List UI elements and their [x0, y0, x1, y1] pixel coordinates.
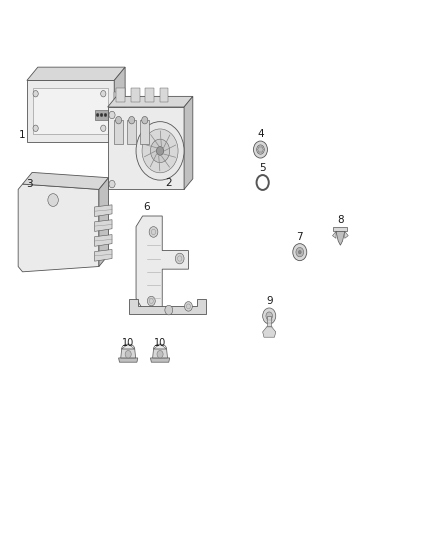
Circle shape: [257, 145, 264, 154]
Text: 10: 10: [122, 338, 134, 348]
Circle shape: [266, 312, 272, 320]
Bar: [114, 92, 122, 99]
Circle shape: [298, 251, 301, 254]
Bar: [159, 88, 168, 102]
Text: 10: 10: [154, 338, 166, 348]
Circle shape: [101, 91, 106, 97]
Circle shape: [136, 122, 184, 180]
Text: 6: 6: [144, 203, 150, 212]
Bar: [114, 114, 122, 120]
Circle shape: [125, 351, 131, 358]
Polygon shape: [332, 231, 336, 238]
Polygon shape: [27, 67, 125, 80]
Text: 5: 5: [259, 164, 266, 173]
Circle shape: [33, 125, 38, 132]
Circle shape: [296, 247, 304, 257]
Polygon shape: [122, 344, 135, 349]
Circle shape: [129, 116, 135, 124]
Polygon shape: [136, 216, 188, 309]
Circle shape: [116, 116, 122, 124]
Polygon shape: [22, 172, 109, 189]
Bar: [117, 88, 125, 102]
Bar: [95, 110, 110, 120]
Circle shape: [254, 141, 268, 158]
Bar: [33, 88, 108, 134]
Polygon shape: [108, 96, 193, 107]
Polygon shape: [95, 220, 112, 231]
Circle shape: [142, 116, 148, 124]
Circle shape: [156, 147, 164, 155]
Bar: [114, 103, 122, 110]
Text: 2: 2: [166, 178, 172, 188]
Bar: [145, 88, 154, 102]
Circle shape: [263, 308, 276, 324]
Polygon shape: [95, 249, 112, 261]
Polygon shape: [119, 358, 138, 362]
Bar: [131, 88, 140, 102]
Polygon shape: [263, 327, 276, 337]
Polygon shape: [336, 231, 345, 245]
Polygon shape: [95, 235, 112, 246]
Circle shape: [149, 227, 158, 237]
Circle shape: [101, 125, 106, 132]
Circle shape: [48, 193, 58, 206]
Circle shape: [184, 302, 192, 311]
Bar: [114, 120, 123, 144]
Circle shape: [109, 180, 115, 188]
Text: 1: 1: [19, 130, 26, 140]
Polygon shape: [130, 300, 206, 314]
Circle shape: [293, 244, 307, 261]
Text: 9: 9: [266, 296, 272, 306]
Polygon shape: [27, 80, 114, 142]
Text: 3: 3: [26, 180, 32, 189]
Circle shape: [33, 91, 38, 97]
Text: 8: 8: [337, 215, 344, 225]
Bar: [267, 316, 272, 327]
Bar: [114, 124, 122, 131]
Polygon shape: [114, 67, 125, 142]
Circle shape: [142, 129, 178, 173]
Circle shape: [175, 253, 184, 264]
Bar: [127, 120, 136, 144]
Text: 7: 7: [297, 232, 303, 242]
Circle shape: [96, 114, 99, 117]
Text: 4: 4: [257, 130, 264, 140]
Polygon shape: [345, 231, 348, 238]
Circle shape: [157, 351, 163, 358]
Polygon shape: [153, 344, 166, 349]
Circle shape: [109, 111, 115, 119]
Polygon shape: [150, 358, 170, 362]
Circle shape: [165, 305, 173, 315]
Circle shape: [104, 114, 107, 117]
Polygon shape: [121, 349, 136, 358]
Polygon shape: [108, 107, 184, 189]
Polygon shape: [152, 349, 167, 358]
Polygon shape: [99, 177, 109, 266]
Circle shape: [100, 114, 103, 117]
Bar: [141, 120, 149, 144]
Polygon shape: [95, 205, 112, 216]
Circle shape: [148, 296, 155, 306]
Polygon shape: [333, 227, 347, 231]
Polygon shape: [184, 96, 193, 189]
Circle shape: [150, 139, 170, 163]
Polygon shape: [18, 184, 99, 272]
